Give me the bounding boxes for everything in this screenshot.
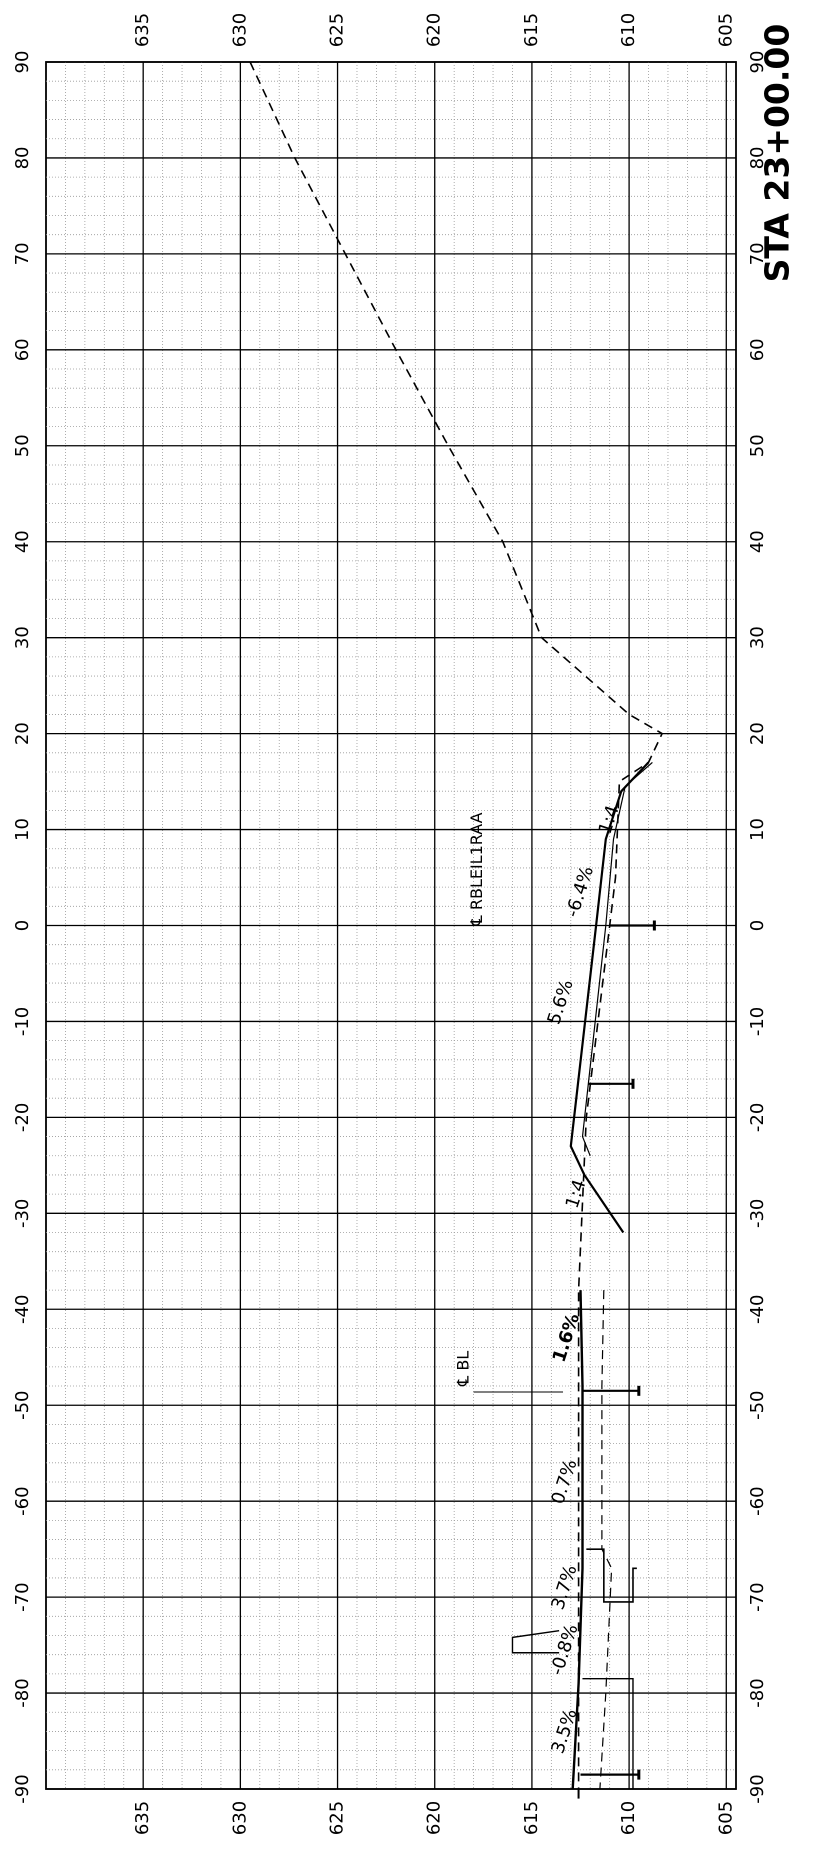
structure-details xyxy=(511,920,656,1799)
offset-tick-label: 30 xyxy=(747,626,768,649)
elevation-tick-label: 610 xyxy=(618,1801,639,1835)
offset-tick-label: -40 xyxy=(12,1295,33,1324)
station-label: STA 23+00.00 xyxy=(757,23,797,283)
offset-tick-label: -60 xyxy=(747,1486,768,1515)
offset-tick-label: -10 xyxy=(747,1007,768,1036)
elevation-tick-label: 615 xyxy=(521,13,542,47)
centerline-labels: ℄ RBLEIL1RAA ℄ BL xyxy=(453,812,564,1393)
offset-tick-label: -10 xyxy=(12,1007,33,1036)
elevation-tick-label: 630 xyxy=(229,1801,250,1835)
proposed-surface-line xyxy=(569,761,650,1234)
elevation-tick-label: 625 xyxy=(327,13,348,47)
offset-tick-label: 30 xyxy=(12,626,33,649)
offset-tick-label: 40 xyxy=(12,530,33,553)
existing-ground-line xyxy=(249,61,664,1789)
centerline-label: ℄ RBLEIL1RAA xyxy=(467,812,486,926)
offset-tick-label: 80 xyxy=(12,146,33,169)
sign-outline xyxy=(511,1629,560,1654)
offset-tick-label: 10 xyxy=(12,818,33,841)
offset-tick-label: -90 xyxy=(747,1774,768,1803)
centerline-label: ℄ BL xyxy=(453,1351,472,1387)
offset-tick-label: 90 xyxy=(747,51,768,74)
wall-outline xyxy=(582,1677,634,1789)
barrier-outline xyxy=(586,1548,637,1603)
subgrade-line xyxy=(581,761,653,1157)
offset-tick-label: -80 xyxy=(747,1678,768,1707)
offset-tick-label: -50 xyxy=(747,1391,768,1420)
offset-tick-label: -70 xyxy=(12,1582,33,1611)
offset-tick-label: 20 xyxy=(12,722,33,745)
offset-tick-label: -30 xyxy=(12,1199,33,1228)
offset-tick-label: -90 xyxy=(12,1774,33,1803)
offset-tick-label: -70 xyxy=(747,1582,768,1611)
offset-tick-label: -80 xyxy=(12,1678,33,1707)
offset-tick-label: 0 xyxy=(12,920,33,931)
elevation-tick-label: 625 xyxy=(327,1801,348,1835)
elevation-tick-label: 605 xyxy=(715,1801,736,1835)
axis-tick-labels: 90 90 80 80 70 70 60 60 50 50 40 40 30 30 20 20 10 10 0 0 -1… xyxy=(12,13,768,1835)
offset-tick-label: 40 xyxy=(747,530,768,553)
elevation-tick-label: 615 xyxy=(521,1801,542,1835)
elevation-tick-label: 630 xyxy=(229,13,250,47)
elevation-tick-label: 620 xyxy=(424,13,445,47)
offset-tick-label: -20 xyxy=(12,1103,33,1132)
offset-tick-label: 20 xyxy=(747,722,768,745)
offset-tick-label: 0 xyxy=(747,920,768,931)
offset-tick-label: -30 xyxy=(747,1199,768,1228)
offset-tick-label: -20 xyxy=(747,1103,768,1132)
elevation-tick-label: 605 xyxy=(715,13,736,47)
minor-grid xyxy=(46,62,736,1789)
ramp-subgrade-line xyxy=(599,1290,613,1790)
elevation-tick-label: 620 xyxy=(424,1801,445,1835)
ramp-surface-line xyxy=(571,1290,584,1790)
elevation-tick-label: 635 xyxy=(132,1801,153,1835)
offset-tick-label: -40 xyxy=(747,1295,768,1324)
offset-tick-label: 90 xyxy=(12,51,33,74)
offset-tick-label: 50 xyxy=(12,434,33,457)
proposed-surface xyxy=(569,761,653,1790)
offset-tick-label: -50 xyxy=(12,1391,33,1420)
offset-tick-label: 10 xyxy=(747,818,768,841)
offset-tick-label: 80 xyxy=(747,146,768,169)
existing-ground-line xyxy=(249,61,664,1789)
offset-tick-label: 70 xyxy=(12,242,33,265)
offset-tick-label: -60 xyxy=(12,1486,33,1515)
offset-tick-label: 60 xyxy=(747,338,768,361)
elevation-tick-label: 610 xyxy=(618,13,639,47)
offset-tick-label: 60 xyxy=(12,338,33,361)
offset-tick-label: 70 xyxy=(747,242,768,265)
offset-tick-label: 50 xyxy=(747,434,768,457)
elevation-tick-label: 635 xyxy=(132,13,153,47)
